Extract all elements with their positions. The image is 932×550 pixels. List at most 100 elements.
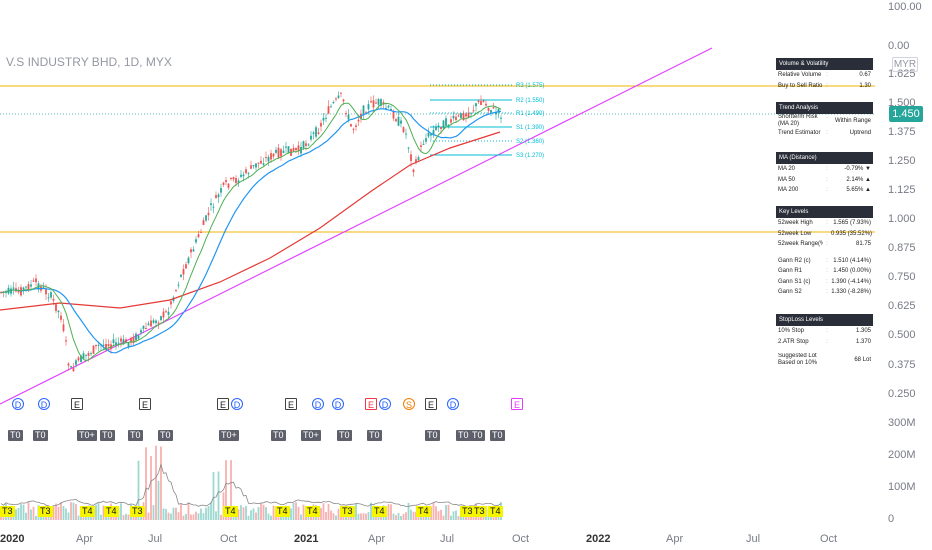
- panel-title: StopLoss Levels: [776, 314, 873, 326]
- candle-body: [17, 290, 20, 293]
- volume-bar: [430, 506, 432, 520]
- highlight-tag[interactable]: T3: [340, 506, 355, 517]
- highlight-tag[interactable]: T3: [472, 506, 487, 517]
- panel-row: 52week High:1.565 (7.93%): [778, 220, 871, 226]
- candle-body: [95, 344, 97, 347]
- volume-bar: [265, 507, 267, 520]
- highlight-tag[interactable]: T3: [38, 506, 53, 517]
- pivot-s1: S1 (1.390): [516, 125, 544, 131]
- currency-badge[interactable]: MYR: [892, 57, 918, 72]
- signal-tag[interactable]: T0: [490, 430, 505, 441]
- signal-tag[interactable]: T0+: [301, 430, 321, 441]
- time-axis-label: 2022: [586, 533, 611, 545]
- volume-bar: [337, 508, 340, 520]
- highlight-tag[interactable]: T4: [372, 506, 387, 517]
- candle-body: [215, 195, 217, 199]
- signal-tag[interactable]: T0: [33, 430, 48, 441]
- candle-body: [312, 132, 315, 134]
- signal-tag[interactable]: T0: [367, 430, 382, 441]
- dividend-event[interactable]: D: [332, 398, 344, 410]
- volume-bar: [212, 471, 215, 520]
- candle-body: [320, 122, 322, 127]
- highlight-tag[interactable]: T3: [460, 506, 475, 517]
- volume-bar: [230, 460, 232, 520]
- earnings-event[interactable]: E: [71, 398, 83, 410]
- svg-text:0.250: 0.250: [888, 388, 916, 400]
- volume-bar: [452, 511, 455, 520]
- symbol-title: V.S INDUSTRY BHD, 1D, MYX: [6, 55, 172, 69]
- candle-body: [250, 165, 252, 169]
- signal-tag[interactable]: T0: [158, 430, 173, 441]
- signal-tag[interactable]: T0+: [219, 430, 239, 441]
- dividend-event[interactable]: D: [12, 398, 24, 410]
- candle-body: [137, 335, 140, 339]
- highlight-tag[interactable]: T4: [305, 506, 320, 517]
- highlight-tag[interactable]: T4: [80, 506, 95, 517]
- earnings-event[interactable]: E: [285, 398, 297, 410]
- signal-tag[interactable]: T0: [8, 430, 23, 441]
- dividend-event[interactable]: D: [447, 398, 459, 410]
- highlight-tag[interactable]: T4: [416, 506, 431, 517]
- highlight-tag[interactable]: T4: [104, 506, 119, 517]
- candle-body: [272, 153, 275, 157]
- panel-row: 52week Range(%):81.75: [778, 241, 871, 247]
- candle-body: [197, 234, 200, 238]
- candle-body: [72, 368, 75, 372]
- highlight-tag[interactable]: T4: [223, 506, 238, 517]
- dividend-event[interactable]: D: [231, 398, 243, 410]
- signal-tag[interactable]: T0: [425, 430, 440, 441]
- candle-body: [122, 339, 125, 345]
- highlight-tag[interactable]: T3: [130, 506, 145, 517]
- earnings-event[interactable]: E: [139, 398, 151, 410]
- volume-bar: [440, 509, 442, 520]
- candle-body: [185, 264, 187, 269]
- panel-row: Gann S1 (c):1.390 (-4.14%): [778, 278, 871, 285]
- svg-text:1.125: 1.125: [888, 184, 916, 196]
- stoploss-panel: StopLoss Levels 10% Stop:1.305 2.ATR Sto…: [776, 314, 873, 367]
- highlight-tag[interactable]: T3: [0, 506, 15, 517]
- dividend-event[interactable]: D: [312, 398, 324, 410]
- candle-body: [442, 120, 445, 129]
- signal-tag[interactable]: T0: [100, 430, 115, 441]
- signal-tag[interactable]: T0: [128, 430, 143, 441]
- signal-tag[interactable]: T0: [456, 430, 471, 441]
- candle-body: [47, 297, 50, 299]
- volume-bar: [360, 513, 362, 520]
- highlight-tag[interactable]: T4: [275, 506, 290, 517]
- split-event[interactable]: S: [403, 398, 415, 410]
- signal-tag[interactable]: T0: [337, 430, 352, 441]
- candle-body: [150, 320, 152, 327]
- volume-bar: [185, 513, 187, 520]
- earnings-event[interactable]: E: [217, 398, 229, 410]
- candle-body: [125, 339, 127, 343]
- candle-body: [465, 113, 467, 117]
- candle-body: [147, 323, 150, 326]
- earnings-event[interactable]: E: [365, 398, 377, 410]
- signal-tag[interactable]: T0: [470, 430, 485, 441]
- dividend-event[interactable]: D: [379, 398, 391, 410]
- candle-body: [375, 102, 377, 104]
- candle-body: [187, 257, 190, 264]
- dividend-event[interactable]: D: [38, 398, 50, 410]
- earnings-event[interactable]: E: [425, 398, 437, 410]
- highlight-tag[interactable]: T4: [488, 506, 503, 517]
- candle-body: [242, 174, 245, 177]
- candle-body: [210, 203, 212, 206]
- candle-body: [132, 337, 135, 344]
- volume-bar: [125, 513, 127, 520]
- volume-bar: [330, 510, 332, 520]
- volume-bar: [272, 505, 275, 520]
- candle-body: [407, 147, 410, 149]
- candle-body: [207, 212, 210, 216]
- candle-body: [120, 338, 122, 342]
- volume-bar: [82, 514, 85, 520]
- signal-tag[interactable]: T0+: [77, 430, 97, 441]
- volume-bar: [257, 507, 260, 520]
- signal-tag[interactable]: T0: [271, 430, 286, 441]
- earnings-event[interactable]: E: [511, 398, 523, 410]
- svg-text:100M: 100M: [888, 481, 916, 493]
- candle-body: [355, 125, 357, 127]
- volume-bar: [170, 513, 172, 520]
- volume-average-line: [0, 463, 502, 508]
- candle-body: [400, 120, 402, 124]
